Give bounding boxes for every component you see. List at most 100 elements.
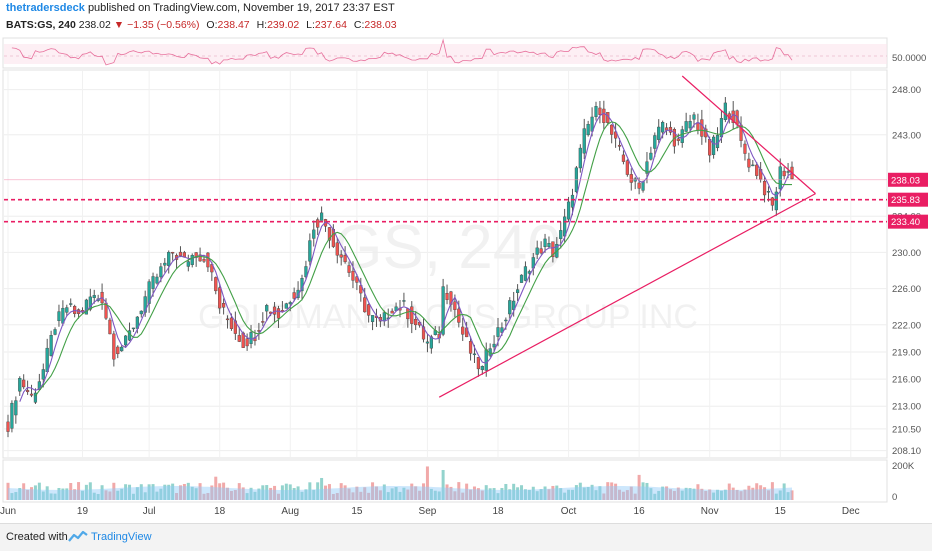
volume-bar <box>559 488 563 500</box>
candle-body <box>167 251 171 266</box>
grid <box>4 71 887 457</box>
volume-bar <box>512 483 516 500</box>
candle-body <box>774 191 778 211</box>
volume-bar <box>233 490 237 500</box>
volume-bar <box>649 488 653 500</box>
volume-bar <box>410 483 414 500</box>
candle-body <box>747 158 751 168</box>
volume-bar <box>6 482 10 500</box>
candle-body <box>26 390 30 393</box>
candle-body <box>645 161 649 174</box>
candle-body <box>245 338 249 347</box>
candle-body <box>723 102 727 120</box>
candle-body <box>484 349 488 371</box>
rsi-indicator <box>4 38 887 66</box>
candle-body <box>304 266 308 278</box>
candle-body <box>617 144 622 147</box>
volume-bar <box>229 490 233 500</box>
volume-bar <box>606 482 610 500</box>
volume-bar <box>327 484 331 500</box>
candle-body <box>288 302 292 305</box>
candle-body <box>668 126 673 133</box>
candle-body <box>327 227 332 241</box>
candle-body <box>69 303 73 305</box>
volume-bar <box>629 486 633 500</box>
volume-bar <box>665 486 669 500</box>
candle-body <box>22 379 26 388</box>
rsi-line <box>11 38 793 66</box>
price-label-text: 235.83 <box>891 195 920 206</box>
volume-bar <box>37 482 41 500</box>
volume-bar <box>621 491 625 500</box>
candle-body <box>762 181 767 196</box>
candle-body <box>700 119 704 137</box>
candle-body <box>657 126 661 140</box>
volume-bar <box>296 486 300 500</box>
fast-ma-line <box>19 112 793 402</box>
volume-bar <box>335 493 339 500</box>
candle-body <box>320 212 324 221</box>
volume-bar <box>116 490 120 500</box>
volume-bar <box>371 482 375 500</box>
volume-bar <box>320 477 324 500</box>
volume-bar <box>527 489 531 500</box>
open-label: O: <box>206 19 218 31</box>
candle-body <box>57 311 61 322</box>
time-tick-label: 18 <box>492 506 504 517</box>
price-tick-label: 248.00 <box>892 85 921 96</box>
volume-bar <box>774 493 778 500</box>
volume-bar <box>214 476 218 500</box>
watermark-company: GOLDMAN SACHS GROUP INC <box>198 298 698 336</box>
volume-bar <box>402 487 406 500</box>
candle-body <box>559 230 563 239</box>
volume-bar <box>257 488 261 500</box>
volume-bar <box>171 483 175 500</box>
volume-bar <box>245 493 249 500</box>
volume-bar <box>614 483 618 500</box>
volume-bar <box>175 493 179 500</box>
candle-body <box>261 321 265 323</box>
rsi-band <box>4 44 887 64</box>
volume-bar <box>731 487 735 500</box>
candle-body <box>594 106 598 117</box>
volume-bar <box>590 484 594 500</box>
candle-body <box>6 421 10 432</box>
volume-bar <box>551 485 555 500</box>
volume-bar <box>727 483 731 500</box>
tradingview-link[interactable]: TradingView <box>91 531 152 543</box>
support-lines <box>4 179 887 223</box>
volume-axis-high: 200K <box>892 461 915 472</box>
volume-bar <box>437 491 441 500</box>
time-tick-label: 16 <box>634 506 646 517</box>
volume-bar <box>374 486 378 500</box>
volume-bar <box>778 490 782 500</box>
symbol-info: BATS:GS, 240 238.02 ▼ −1.35 (−0.56%) O:2… <box>6 19 397 31</box>
volume-bar <box>496 493 500 500</box>
volume-bar <box>331 493 335 500</box>
volume-bar <box>441 469 445 500</box>
candle-body <box>468 341 473 354</box>
volume-bar <box>594 490 598 500</box>
volume-bar <box>312 489 316 500</box>
volume-bar <box>155 491 159 500</box>
candle-body <box>641 181 645 191</box>
volume-bar <box>618 489 622 500</box>
volume-bar <box>743 489 747 500</box>
volume-bar <box>476 488 480 500</box>
author-link[interactable]: thetradersdeck <box>6 2 85 14</box>
volume-bar <box>457 482 461 500</box>
candle-body <box>786 171 790 173</box>
candle-body <box>202 258 206 262</box>
volume-bar <box>30 487 34 500</box>
candle-body <box>770 197 774 206</box>
volume-bar <box>386 492 390 500</box>
candle-body <box>151 276 155 289</box>
price-chart[interactable]: 50.0000 GS, 240 GOLDMAN SACHS GROUP INC … <box>0 0 932 522</box>
volume-bar <box>124 484 128 500</box>
candle-body <box>178 251 183 256</box>
candle-body <box>661 121 665 133</box>
volume-bar <box>167 484 171 500</box>
volume-bar <box>547 489 551 500</box>
volume-bar <box>653 493 657 500</box>
candle-body <box>147 281 151 304</box>
